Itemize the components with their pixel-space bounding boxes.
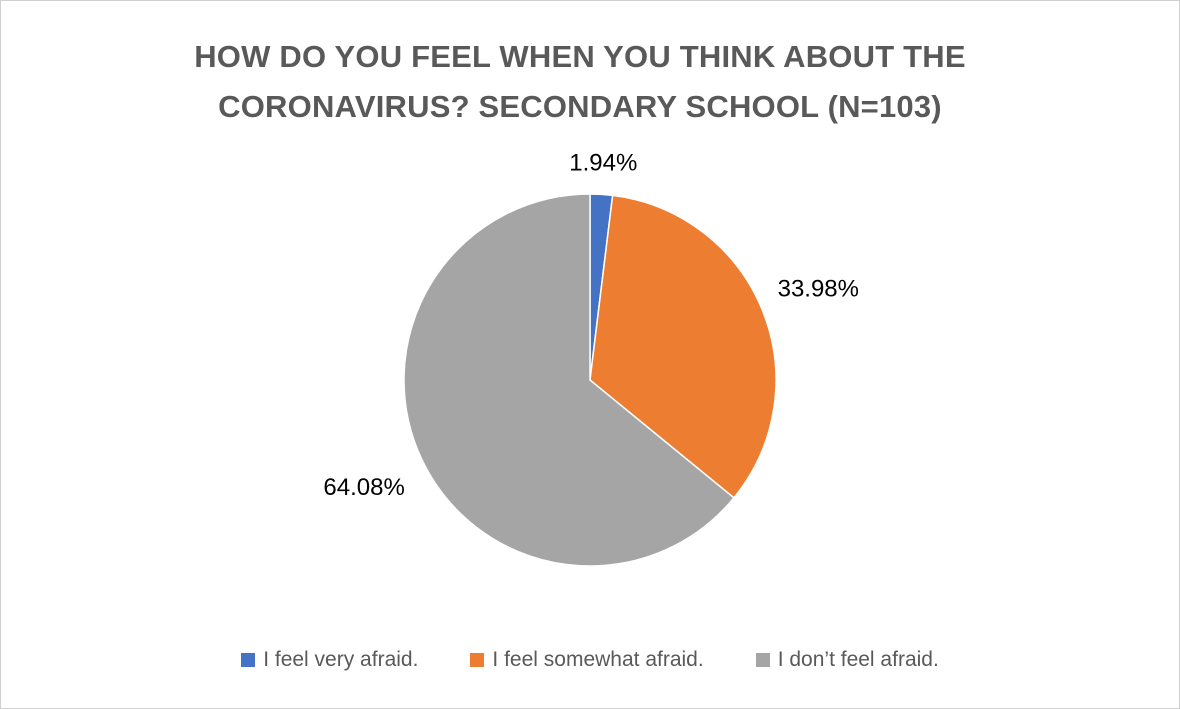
legend-item-not-afraid: I don’t feel afraid. — [755, 648, 939, 672]
legend-label-somewhat-afraid: I feel somewhat afraid. — [492, 648, 704, 671]
legend-item-somewhat-afraid: I feel somewhat afraid. — [470, 648, 704, 672]
legend: I feel very afraid. I feel somewhat afra… — [0, 648, 1180, 672]
legend-swatch-not-afraid — [755, 653, 770, 667]
legend-item-very-afraid: I feel very afraid. — [241, 648, 418, 672]
legend-label-not-afraid: I don’t feel afraid. — [777, 648, 939, 671]
chart-title-line-2: CORONAVIRUS? SECONDARY SCHOOL (N=103) — [218, 89, 942, 124]
legend-swatch-somewhat-afraid — [470, 653, 485, 667]
legend-label-very-afraid: I feel very afraid. — [263, 648, 419, 671]
legend-swatch-very-afraid — [241, 653, 256, 667]
pie-slice-somewhat-afraid — [589, 194, 777, 499]
data-label-not-afraid: 64.08% — [323, 474, 404, 501]
chart-title-line-1: HOW DO YOU FEEL WHEN YOU THINK ABOUT THE — [194, 39, 966, 74]
data-label-somewhat-afraid: 33.98% — [778, 275, 859, 302]
data-label-very-afraid: 1.94% — [569, 149, 637, 176]
chart-title: HOW DO YOU FEEL WHEN YOU THINK ABOUT THE… — [0, 32, 1160, 132]
pie-slice-not-afraid — [403, 193, 735, 567]
